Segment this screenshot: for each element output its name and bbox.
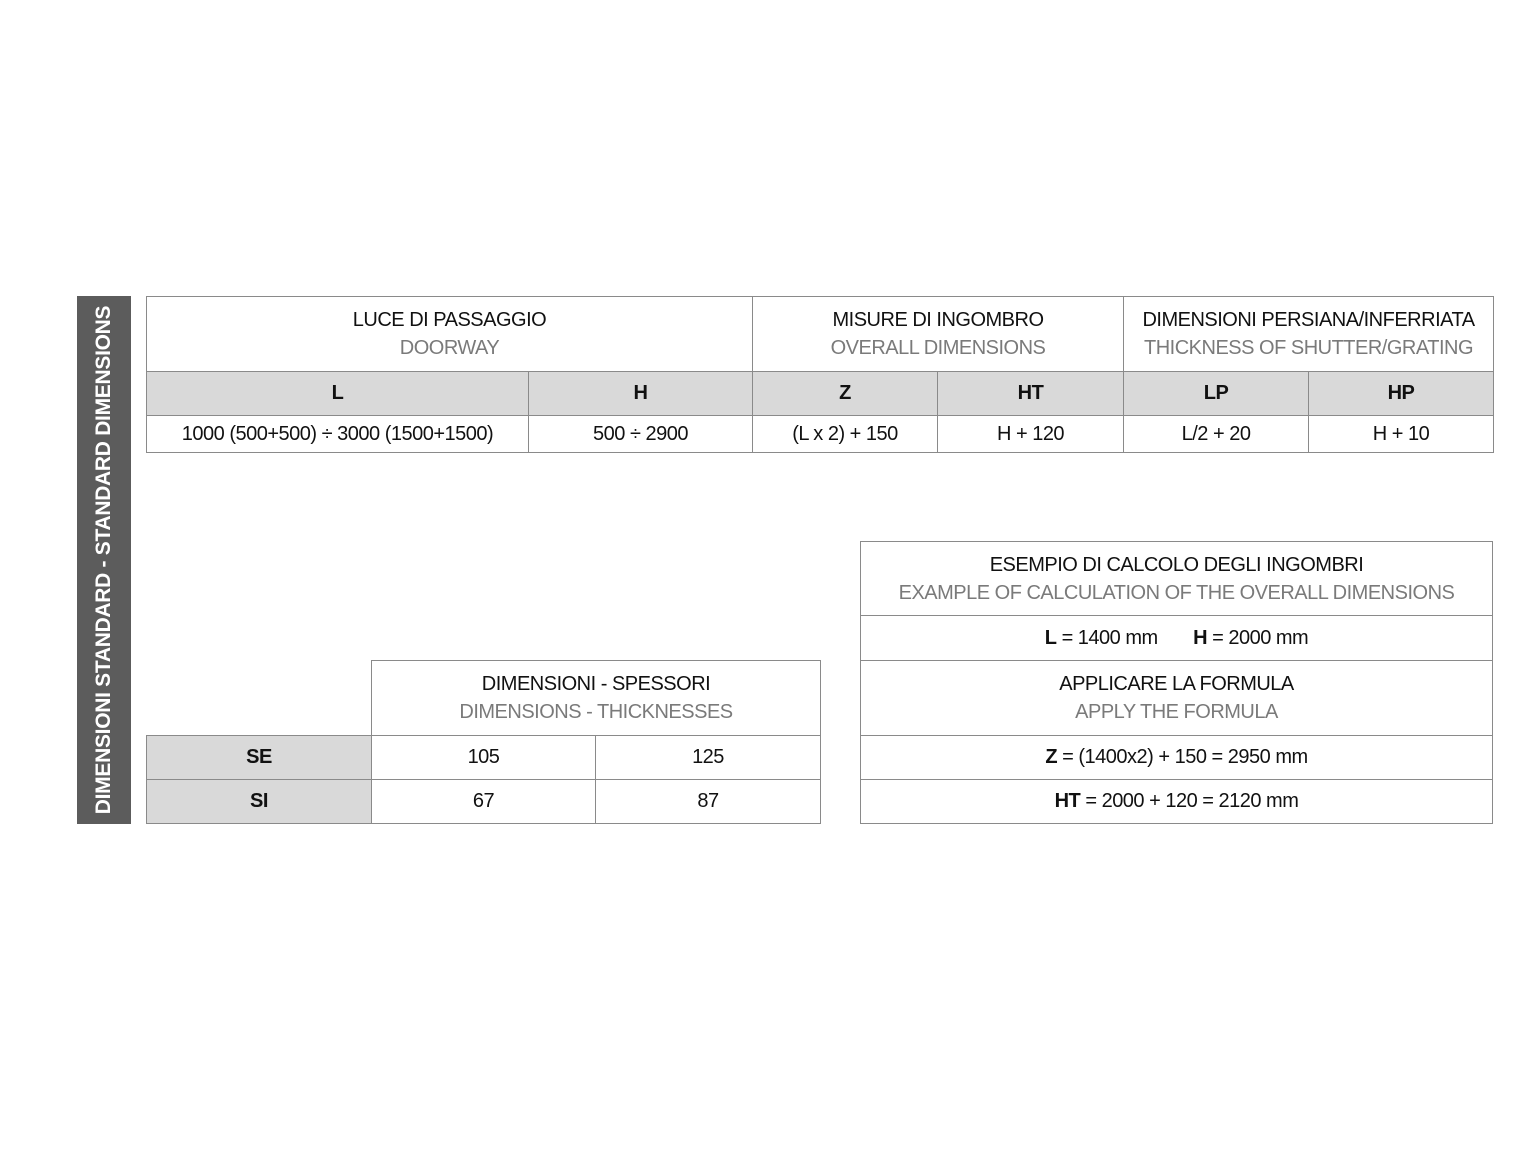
value-cell: H + 10 bbox=[1308, 415, 1495, 453]
ht-formula: HT = 2000 + 120 = 2120 mm bbox=[860, 779, 1493, 824]
group-header-doorway: LUCE DI PASSAGGIO DOORWAY bbox=[146, 296, 753, 372]
column-header: HT bbox=[936, 371, 1125, 416]
value-cell: 1000 (500+500) ÷ 3000 (1500+1500) bbox=[146, 415, 529, 453]
row-label: SI bbox=[146, 779, 372, 824]
example-inputs: L = 1400 mm H = 2000 mm bbox=[860, 615, 1493, 661]
value-cell: 87 bbox=[594, 779, 822, 824]
value-cell: 105 bbox=[371, 735, 596, 780]
thickness-header: DIMENSIONI - SPESSORI DIMENSIONS - THICKN… bbox=[370, 660, 822, 736]
value-cell: 67 bbox=[371, 779, 596, 824]
empty-cell bbox=[146, 660, 372, 736]
value-cell: 500 ÷ 2900 bbox=[528, 415, 753, 453]
value-cell: H + 120 bbox=[936, 415, 1125, 453]
standard-dimensions-table: LUCE DI PASSAGGIO DOORWAY MISURE DI INGOM… bbox=[146, 296, 1495, 453]
column-header: Z bbox=[752, 371, 938, 416]
thickness-table: DIMENSIONI - SPESSORI DIMENSIONS - THICKN… bbox=[146, 660, 822, 824]
group-header-shutter: DIMENSIONI PERSIANA/INFERRIATA THICKNESS … bbox=[1123, 296, 1495, 372]
example-table: ESEMPIO DI CALCOLO DEGLI INGOMBRI EXAMPLE… bbox=[860, 541, 1493, 824]
side-label: DIMENSIONI STANDARD - STANDARD DIMENSION… bbox=[92, 305, 115, 815]
column-header: HP bbox=[1308, 371, 1495, 416]
value-cell: 125 bbox=[594, 735, 822, 780]
column-header: LP bbox=[1123, 371, 1310, 416]
row-label: SE bbox=[146, 735, 372, 780]
column-header: L bbox=[146, 371, 529, 416]
group-header-overall: MISURE DI INGOMBRO OVERALL DIMENSIONS bbox=[751, 296, 1125, 372]
example-header: ESEMPIO DI CALCOLO DEGLI INGOMBRI EXAMPLE… bbox=[860, 541, 1493, 616]
value-cell: L/2 + 20 bbox=[1123, 415, 1310, 453]
value-cell: (L x 2) + 150 bbox=[752, 415, 938, 453]
z-formula: Z = (1400x2) + 150 = 2950 mm bbox=[860, 735, 1493, 780]
formula-header: APPLICARE LA FORMULA APPLY THE FORMULA bbox=[860, 660, 1493, 736]
column-header: H bbox=[528, 371, 753, 416]
side-label-bar: DIMENSIONI STANDARD - STANDARD DIMENSION… bbox=[77, 296, 131, 824]
